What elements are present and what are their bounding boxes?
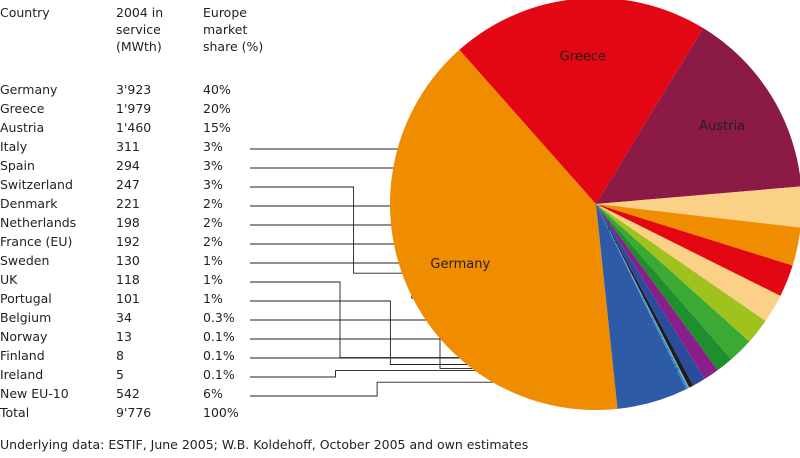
table-row: Belgium 34 0.3% xyxy=(0,308,260,327)
mwth-cell: 221 xyxy=(116,196,140,211)
mwth-cell: 101 xyxy=(116,291,140,306)
share-cell: 2% xyxy=(203,215,223,230)
share-cell: 3% xyxy=(203,177,223,192)
share-cell: 1% xyxy=(203,272,223,287)
country-cell: New EU-10 xyxy=(0,386,69,401)
country-cell: Ireland xyxy=(0,367,44,382)
share-cell: 40% xyxy=(203,82,231,97)
table-row: Germany 3'923 40% xyxy=(0,80,260,99)
table-row: Ireland 5 0.1% xyxy=(0,365,260,384)
source-note: Underlying data: ESTIF, June 2005; W.B. … xyxy=(0,437,529,452)
country-cell: UK xyxy=(0,272,18,287)
table-row: France (EU) 192 2% xyxy=(0,232,260,251)
share-cell: 2% xyxy=(203,234,223,249)
country-cell: Spain xyxy=(0,158,35,173)
country-cell: Sweden xyxy=(0,253,50,268)
mwth-cell: 1'979 xyxy=(116,101,152,116)
pie-slice xyxy=(596,204,690,389)
mwth-cell: 34 xyxy=(116,310,132,325)
table-row: Netherlands 198 2% xyxy=(0,213,260,232)
country-cell: Austria xyxy=(0,120,45,135)
share-cell: 3% xyxy=(203,139,223,154)
pie-slice xyxy=(596,204,687,409)
pie-slice xyxy=(389,49,618,410)
table-row: Finland 8 0.1% xyxy=(0,346,260,365)
mwth-cell: 130 xyxy=(116,253,140,268)
table-row: Portugal 101 1% xyxy=(0,289,260,308)
table-total-row: Total 9'776 100% xyxy=(0,403,260,422)
table-row: Spain 294 3% xyxy=(0,156,260,175)
share-cell: 15% xyxy=(203,120,231,135)
country-cell: Norway xyxy=(0,329,48,344)
pie-slice xyxy=(596,204,705,386)
country-cell: Total xyxy=(0,405,30,420)
mwth-cell: 1'460 xyxy=(116,120,152,135)
pie-slice xyxy=(596,204,687,390)
table-row: New EU-10 542 6% xyxy=(0,384,260,403)
pie-slice xyxy=(596,28,800,204)
table-row: UK 118 1% xyxy=(0,270,260,289)
share-cell: 0.1% xyxy=(203,329,235,344)
pie-slice xyxy=(596,204,732,371)
share-cell: 20% xyxy=(203,101,231,116)
pie-slice xyxy=(596,204,800,266)
slice-label: Germany xyxy=(430,257,490,272)
mwth-cell: 247 xyxy=(116,177,140,192)
pie-slice xyxy=(596,204,688,389)
country-cell: Italy xyxy=(0,139,28,154)
share-cell: 1% xyxy=(203,291,223,306)
slice-labels: Germany Greece Austria xyxy=(430,49,745,271)
country-cell: Portugal xyxy=(0,291,52,306)
slice-label: Austria xyxy=(699,119,745,134)
table-row: Denmark 221 2% xyxy=(0,194,260,213)
mwth-cell: 192 xyxy=(116,234,140,249)
share-cell: 3% xyxy=(203,158,223,173)
pie-slice xyxy=(596,204,750,360)
country-cell: Finland xyxy=(0,348,45,363)
mwth-cell: 8 xyxy=(116,348,124,363)
mwth-cell: 118 xyxy=(116,272,140,287)
mwth-cell: 9'776 xyxy=(116,405,152,420)
slice-label: Greece xyxy=(560,49,606,64)
mwth-cell: 542 xyxy=(116,386,140,401)
country-cell: Denmark xyxy=(0,196,58,211)
share-cell: 0.3% xyxy=(203,310,235,325)
pie-slice xyxy=(596,204,766,342)
mwth-cell: 3'923 xyxy=(116,82,152,97)
pie-slices xyxy=(389,0,800,410)
country-cell: Netherlands xyxy=(0,215,77,230)
pie-slice xyxy=(596,186,800,228)
mwth-cell: 198 xyxy=(116,215,140,230)
pie-slice xyxy=(459,0,704,204)
pie-slice xyxy=(596,204,718,379)
country-cell: Germany xyxy=(0,82,58,97)
share-cell: 6% xyxy=(203,386,223,401)
share-cell: 0.1% xyxy=(203,367,235,382)
country-cell: Greece xyxy=(0,101,45,116)
header-market-share: Europe market share (%) xyxy=(203,5,264,54)
table-row: Italy 311 3% xyxy=(0,137,260,156)
country-cell: France (EU) xyxy=(0,234,73,249)
share-cell: 100% xyxy=(203,405,239,420)
table-row: Norway 13 0.1% xyxy=(0,327,260,346)
pie-slice xyxy=(596,204,793,296)
share-cell: 1% xyxy=(203,253,223,268)
country-cell: Belgium xyxy=(0,310,52,325)
header-in-service: 2004 in service (MWth) xyxy=(116,5,164,54)
header-country: Country xyxy=(0,5,50,20)
table-row: Sweden 130 1% xyxy=(0,251,260,270)
share-cell: 0.1% xyxy=(203,348,235,363)
mwth-cell: 294 xyxy=(116,158,140,173)
table-row: Greece 1'979 20% xyxy=(0,99,260,118)
table-row: Switzerland 247 3% xyxy=(0,175,260,194)
mwth-cell: 5 xyxy=(116,367,124,382)
country-cell: Switzerland xyxy=(0,177,73,192)
pie-slice xyxy=(596,204,694,388)
table-row: Austria 1'460 15% xyxy=(0,118,260,137)
share-cell: 2% xyxy=(203,196,223,211)
mwth-cell: 13 xyxy=(116,329,132,344)
mwth-cell: 311 xyxy=(116,139,140,154)
pie-slice xyxy=(596,204,781,322)
